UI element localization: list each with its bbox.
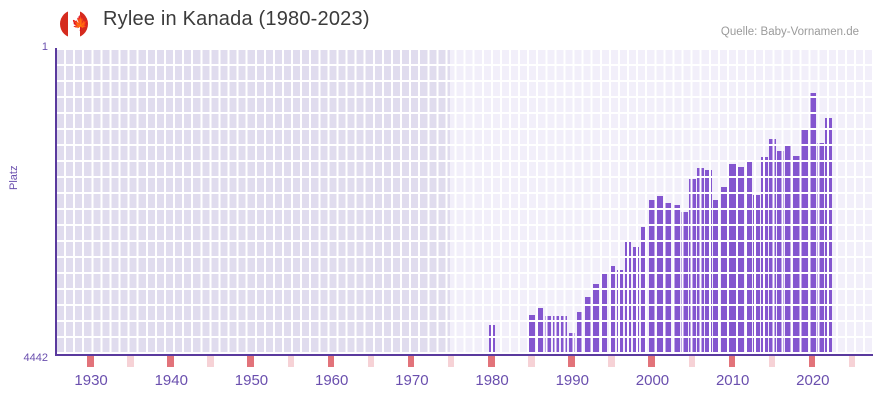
bar-2007[interactable] — [705, 170, 712, 355]
y-tick-top: 1 — [41, 41, 48, 53]
bar-2010[interactable] — [729, 164, 736, 355]
bar-series — [55, 48, 873, 355]
x-axis-line — [55, 354, 873, 356]
bar-1999[interactable] — [641, 227, 648, 355]
bar-1998[interactable] — [633, 247, 640, 355]
page-title: Rylee in Kanada (1980-2023) — [103, 8, 370, 30]
x-tick-marker-2005 — [688, 356, 696, 367]
x-tick-marker-1990 — [568, 356, 575, 367]
bar-2015[interactable] — [769, 139, 776, 355]
x-tick-marker-2010 — [728, 356, 736, 367]
x-tick-label-2010: 2010 — [715, 372, 750, 389]
y-axis-labels: 1 4442 Platz — [0, 0, 52, 402]
y-axis-title: Platz — [8, 165, 20, 190]
x-tick-label-1980: 1980 — [475, 372, 509, 389]
x-tick-label-1930: 1930 — [74, 372, 108, 389]
y-axis-line — [55, 48, 57, 355]
bar-2017[interactable] — [785, 146, 792, 355]
x-tick-marker-1975 — [447, 356, 455, 367]
bar-2016[interactable] — [777, 151, 784, 355]
x-tick-marker-2020 — [808, 356, 816, 367]
flag-right-band — [80, 10, 88, 38]
canada-flag-icon: 🍁 — [60, 10, 88, 38]
bar-2009[interactable] — [721, 187, 728, 355]
bar-2003[interactable] — [673, 205, 680, 355]
flag-left-band — [60, 10, 68, 38]
x-tick-label-1950: 1950 — [234, 372, 269, 389]
x-axis-tick-strip — [55, 356, 873, 367]
bar-1996[interactable] — [616, 270, 624, 355]
bar-1988[interactable] — [552, 316, 560, 355]
x-tick-marker-2000 — [648, 356, 655, 367]
x-tick-marker-1995 — [608, 356, 615, 367]
bar-2013[interactable] — [753, 195, 760, 355]
bar-2000[interactable] — [649, 200, 656, 355]
x-tick-label-1970: 1970 — [395, 372, 429, 389]
x-tick-marker-1965 — [367, 356, 375, 367]
bar-2002[interactable] — [665, 203, 672, 355]
bar-1986[interactable] — [536, 308, 544, 355]
source-credit: Quelle: Baby-Vornamen.de — [720, 26, 859, 38]
bar-2004[interactable] — [681, 212, 688, 355]
bar-2021[interactable] — [817, 143, 824, 355]
x-tick-marker-1985 — [528, 356, 535, 367]
bar-1992[interactable] — [584, 297, 592, 355]
x-tick-label-2020: 2020 — [796, 372, 830, 389]
x-tick-marker-1935 — [127, 356, 134, 367]
x-tick-marker-1970 — [407, 356, 415, 367]
maple-leaf-icon: 🍁 — [71, 16, 88, 31]
x-tick-marker-1940 — [167, 356, 174, 367]
x-tick-marker-1955 — [287, 356, 295, 367]
plot-area — [55, 48, 873, 355]
x-tick-label-1960: 1960 — [314, 372, 349, 389]
bar-2001[interactable] — [657, 196, 664, 355]
bar-1994[interactable] — [600, 274, 608, 355]
x-tick-label-1940: 1940 — [154, 372, 188, 389]
x-tick-marker-2015 — [768, 356, 776, 367]
bar-2014[interactable] — [761, 157, 768, 355]
bar-1980[interactable] — [488, 325, 496, 355]
x-tick-label-1990: 1990 — [555, 372, 589, 389]
bar-2011[interactable] — [737, 167, 744, 355]
bar-1990[interactable] — [568, 333, 576, 355]
bar-1993[interactable] — [592, 284, 600, 355]
bar-2020[interactable] — [809, 93, 816, 355]
x-tick-marker-1945 — [207, 356, 214, 367]
x-tick-marker-1960 — [327, 356, 335, 367]
y-tick-bottom: 4442 — [23, 352, 48, 364]
bar-1989[interactable] — [560, 316, 568, 355]
chart-header: 🍁 Rylee in Kanada (1980-2023) Quelle: Ba… — [0, 0, 873, 46]
x-tick-marker-1950 — [247, 356, 254, 367]
bar-1997[interactable] — [624, 242, 632, 355]
bar-2012[interactable] — [745, 162, 752, 355]
bar-2005[interactable] — [689, 179, 696, 355]
x-tick-label-2000: 2000 — [635, 372, 670, 389]
bar-1995[interactable] — [608, 266, 616, 355]
bar-2022[interactable] — [825, 118, 832, 355]
bar-2006[interactable] — [697, 168, 704, 355]
bar-1991[interactable] — [576, 312, 584, 355]
bar-2008[interactable] — [713, 200, 720, 355]
x-tick-marker-2025 — [848, 356, 856, 367]
bar-1987[interactable] — [544, 316, 552, 355]
bar-1985[interactable] — [528, 315, 536, 355]
x-tick-marker-1930 — [87, 356, 94, 367]
bar-2018[interactable] — [793, 156, 800, 355]
bar-2019[interactable] — [801, 128, 808, 355]
x-tick-marker-1980 — [488, 356, 495, 367]
